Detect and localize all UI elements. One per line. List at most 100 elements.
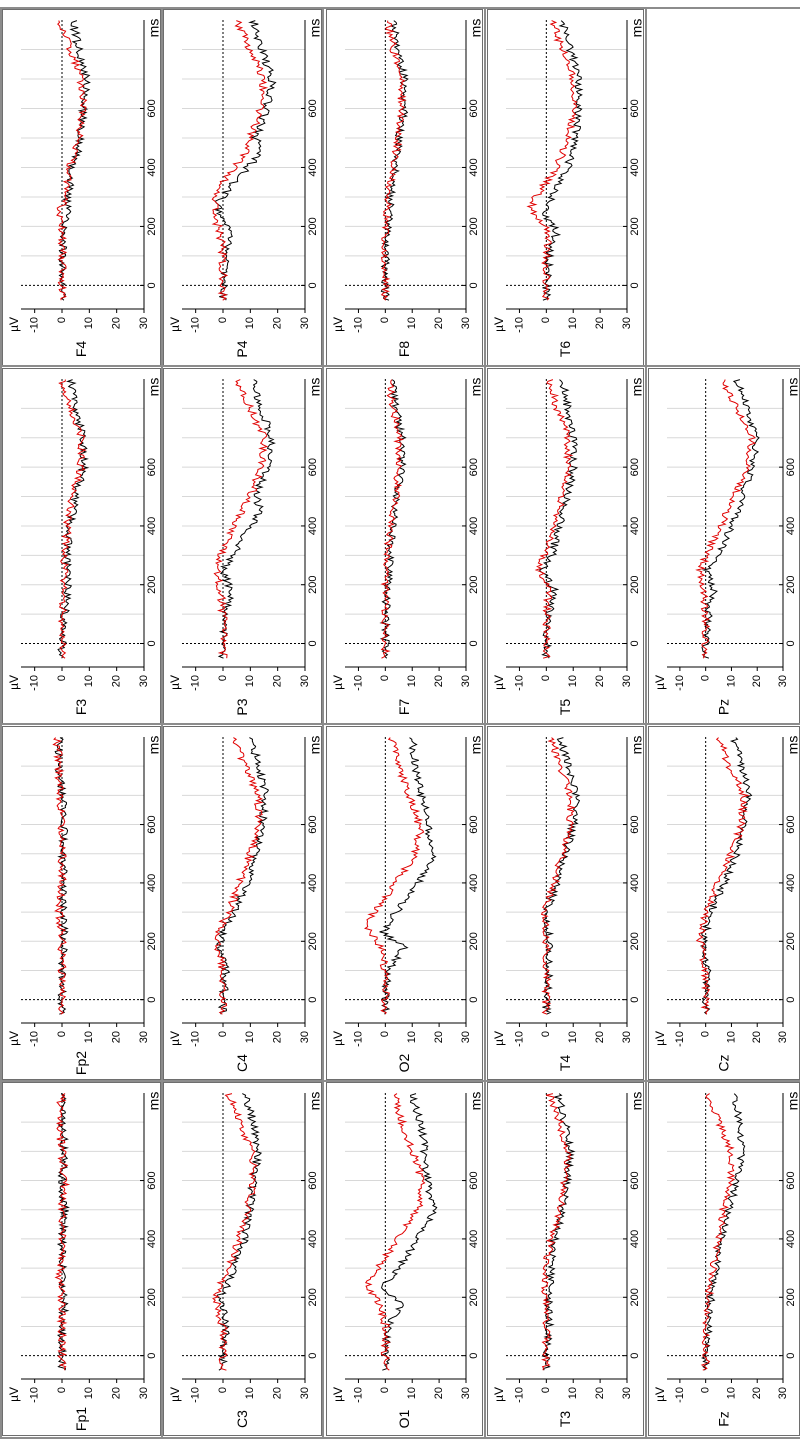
amplitude-tick-label: 20 [111,1387,123,1399]
amplitude-tick-label: 0 [700,1387,712,1393]
amplitude-axis-label: µV [492,1031,506,1046]
amplitude-tick-label: 0 [217,1031,229,1037]
time-tick-label: 400 [146,517,158,535]
channel-panel-t4: 0 200 400 600 ms -10 0 10 20 30 µV T4 [487,726,644,1080]
channel-plot-pz: 0 200 400 600 ms -10 0 10 20 30 µV Pz [653,378,800,716]
time-tick-label: 600 [146,815,158,833]
channel-panel-fz: 0 200 400 600 ms -10 0 10 20 30 µV Fz [648,1082,800,1436]
time-tick-label: 0 [468,640,480,646]
channel-plot-p3: 0 200 400 600 ms -10 0 10 20 30 µV P3 [168,378,322,716]
channel-plot-c3: 0 200 400 600 ms -10 0 10 20 30 µV C3 [168,1092,322,1428]
time-tick-label: 200 [629,932,641,950]
amplitude-tick-label: 0 [56,1387,68,1393]
trace-condition-1 [701,379,760,659]
time-tick-label: 600 [146,99,158,117]
amplitude-axis-label: µV [492,675,506,690]
time-axis-label: ms [467,378,483,397]
time-tick-label: 200 [785,1288,797,1306]
trace-condition-2 [700,1093,736,1371]
amplitude-tick-label: 0 [379,675,391,681]
amplitude-tick-label: 30 [299,317,311,329]
time-axis-label: ms [628,378,644,397]
time-tick-label: 400 [146,874,158,892]
time-tick-label: 0 [629,1353,641,1359]
time-tick-label: 200 [146,932,158,950]
channel-plot-f4: 0 200 400 600 ms -10 0 10 20 30 µV F4 [7,19,161,358]
amplitude-tick-label: 10 [567,675,579,687]
channel-panel-f8: 0 200 400 600 ms -10 0 10 20 30 µV F8 [326,9,483,366]
amplitude-tick-label: 0 [379,1387,391,1393]
time-tick-label: 600 [468,458,480,476]
amplitude-tick-label: -10 [674,1031,686,1047]
amplitude-tick-label: -10 [190,1031,202,1047]
amplitude-axis-label: µV [492,1387,506,1402]
amplitude-tick-label: 30 [299,1387,311,1399]
trace-condition-1 [217,379,276,659]
channel-label: F8 [396,341,412,358]
trace-condition-1 [541,1093,576,1371]
trace-condition-2 [526,20,578,301]
channel-panel-t5: 0 200 400 600 ms -10 0 10 20 30 µV T5 [487,368,644,724]
amplitude-tick-label: 10 [725,1387,737,1399]
amplitude-tick-label: 20 [433,1387,445,1399]
time-tick-label: 400 [307,158,319,176]
amplitude-tick-label: 0 [540,1031,552,1037]
time-tick-label: 200 [146,1288,158,1306]
time-tick-label: 0 [785,997,797,1003]
channel-panel-f7: 0 200 400 600 ms -10 0 10 20 30 µV F7 [326,368,483,724]
time-tick-label: 200 [468,932,480,950]
channel-plot-fp1: 0 200 400 600 ms -10 0 10 20 30 µV Fp1 [7,1092,161,1431]
channel-plot-fz: 0 200 400 600 ms -10 0 10 20 30 µV Fz [653,1092,800,1427]
amplitude-tick-label: -10 [190,317,202,333]
time-tick-label: 0 [307,282,319,288]
trace-condition-2 [380,379,405,659]
amplitude-tick-label: 10 [406,1387,418,1399]
trace-condition-2 [212,1093,258,1371]
trace-condition-1 [379,379,407,659]
time-tick-label: 400 [629,517,641,535]
channel-plot-fp2: 0 200 400 600 ms -10 0 10 20 30 µV Fp2 [7,736,161,1075]
trace-condition-2 [534,379,574,659]
trace-condition-2 [364,737,425,1015]
trace-condition-1 [701,1093,746,1371]
time-tick-label: 600 [785,1171,797,1189]
time-tick-label: 0 [307,1353,319,1359]
channel-plot-o2: 0 200 400 600 ms -10 0 10 20 30 µV O2 [331,736,483,1073]
time-tick-label: 0 [146,1353,158,1359]
amplitude-tick-label: 30 [299,675,311,687]
amplitude-axis-label: µV [7,317,21,332]
time-tick-label: 200 [468,576,480,594]
amplitude-tick-label: 10 [244,1387,256,1399]
channel-plot-p4: 0 200 400 600 ms -10 0 10 20 30 µV P4 [168,19,322,358]
trace-condition-2 [52,737,67,1015]
panel-separator [0,7,2,1437]
channel-plot-f3: 0 200 400 600 ms -10 0 10 20 30 µV F3 [7,378,161,716]
time-tick-label: 400 [468,874,480,892]
time-tick-label: 600 [468,1171,480,1189]
amplitude-tick-label: 30 [138,1031,150,1043]
channel-panel-fp2: 0 200 400 600 ms -10 0 10 20 30 µV Fp2 [2,726,161,1080]
channel-label: F3 [73,699,89,716]
time-tick-label: 400 [468,158,480,176]
channel-plot-o1: 0 200 400 600 ms -10 0 10 20 30 µV O1 [331,1092,483,1429]
time-tick-label: 400 [785,874,797,892]
time-axis-label: ms [306,19,322,38]
time-axis-label: ms [784,736,800,755]
time-tick-label: 400 [629,874,641,892]
channel-panel-c4: 0 200 400 600 ms -10 0 10 20 30 µV C4 [163,726,322,1080]
channel-panel-c3: 0 200 400 600 ms -10 0 10 20 30 µV C3 [163,1082,322,1436]
channel-label: F7 [396,699,412,716]
time-tick-label: 600 [468,815,480,833]
time-tick-label: 0 [629,640,641,646]
time-tick-label: 400 [629,158,641,176]
amplitude-tick-label: 20 [111,675,123,687]
amplitude-tick-label: -10 [513,675,525,691]
time-tick-label: 400 [785,517,797,535]
time-axis-label: ms [467,736,483,755]
amplitude-tick-label: 30 [460,1031,472,1043]
amplitude-tick-label: 0 [56,317,68,323]
amplitude-tick-label: -10 [513,317,525,333]
amplitude-tick-label: 20 [594,1387,606,1399]
channel-label: P4 [234,340,250,357]
